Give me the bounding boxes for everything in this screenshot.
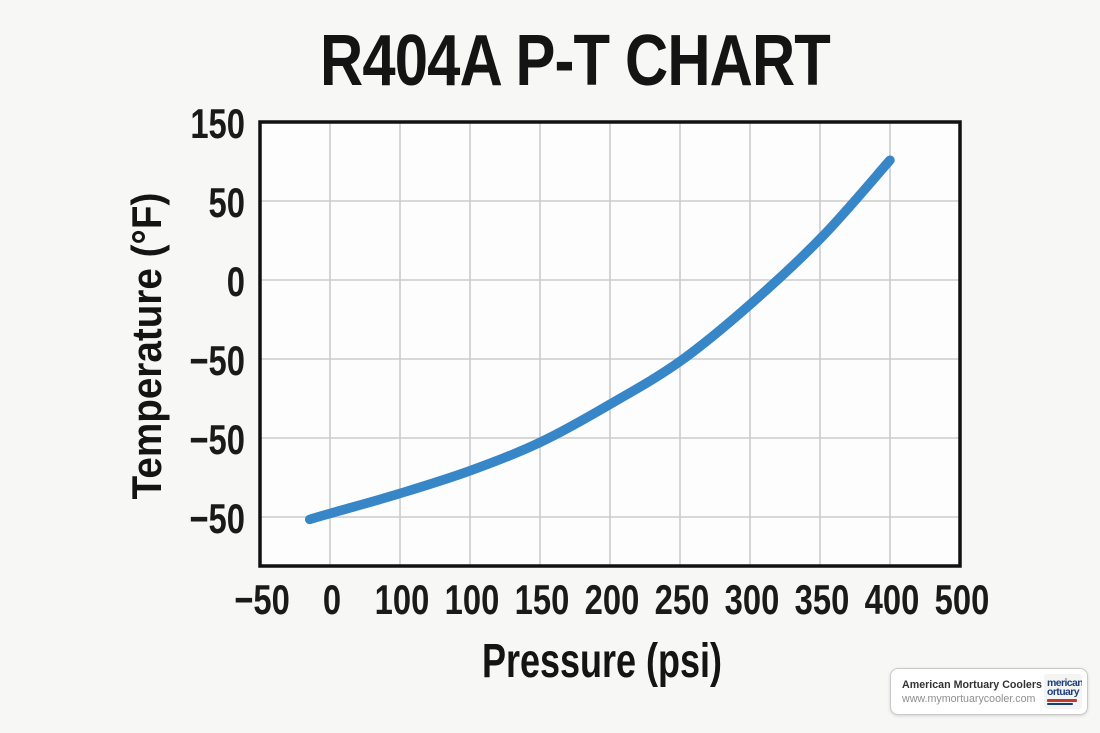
chart-title: R404A P-T CHART xyxy=(320,21,831,101)
brand-url: www.mymortuarycooler.com xyxy=(902,692,1036,705)
brand-text-block: American Mortuary Coolers www.mymortuary… xyxy=(902,678,1042,705)
x-tick-label: 200 xyxy=(584,576,640,623)
y-tick-label: −50 xyxy=(189,337,245,384)
x-tick-label: 350 xyxy=(794,576,850,623)
x-tick-label: 100 xyxy=(444,576,500,623)
pt-curve xyxy=(304,155,895,525)
x-tick-label: 150 xyxy=(514,576,570,623)
x-tick-label: 300 xyxy=(724,576,780,623)
x-tick-label: 250 xyxy=(654,576,710,623)
brand-logo-text-2: ortuary xyxy=(1047,686,1080,698)
plot-area xyxy=(258,120,962,568)
x-tick-label: −50 xyxy=(234,576,290,623)
x-tick-label: 0 xyxy=(322,576,342,623)
y-tick-label: −50 xyxy=(189,416,245,463)
x-tick-label: 100 xyxy=(374,576,430,623)
x-axis-title: Pressure (psi) xyxy=(481,635,723,688)
x-tick-label: 400 xyxy=(864,576,920,623)
x-tick-label: 500 xyxy=(934,576,990,623)
brand-watermark-card: American Mortuary Coolers www.mymortuary… xyxy=(890,668,1088,715)
y-tick-label: −50 xyxy=(189,495,245,542)
plot-border xyxy=(258,120,962,568)
brand-name: American Mortuary Coolers xyxy=(902,678,1042,691)
y-tick-label: 0 xyxy=(226,258,245,305)
brand-logo-text-1: merican xyxy=(1047,676,1082,689)
brand-logo-icon: merican ortuary xyxy=(1044,674,1082,709)
y-tick-label: 50 xyxy=(208,179,245,226)
logo-red-strip xyxy=(1047,699,1077,702)
y-tick-label: 150 xyxy=(190,100,245,147)
logo-navy-strip xyxy=(1047,702,1073,705)
